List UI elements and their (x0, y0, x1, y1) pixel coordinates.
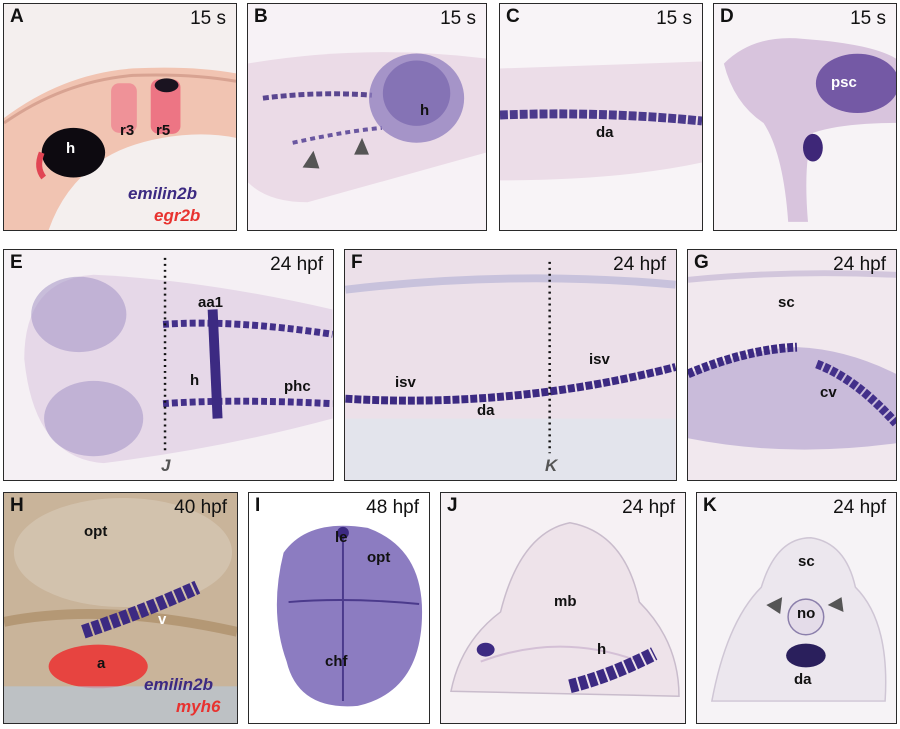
panel-e: E 24 hpf aa1 h phc J (3, 249, 334, 481)
panel-j-stage: 24 hpf (622, 497, 675, 518)
panel-f-label-isv-right: isv (589, 351, 610, 368)
panel-k: K 24 hpf sc no da (696, 492, 897, 724)
panel-h-image (4, 497, 237, 723)
panel-e-stage: 24 hpf (270, 254, 323, 275)
panel-i-letter: I (255, 495, 261, 516)
panel-i-label-le: le (335, 529, 348, 546)
panel-d-image (723, 38, 896, 222)
panel-e-section-marker: J (161, 456, 171, 475)
panel-k-label-da: da (794, 671, 812, 688)
panel-d-letter: D (720, 6, 734, 27)
panel-k-label-no: no (797, 605, 816, 622)
panel-g-image (688, 270, 896, 450)
panel-b-image (248, 52, 486, 203)
panel-c-label-da: da (596, 124, 614, 141)
panel-e-label-aa1: aa1 (198, 294, 224, 311)
panel-h: H 40 hpf opt v a emilin2b myh6 (3, 492, 238, 724)
panel-f: F 24 hpf isv isv da K (344, 249, 677, 481)
panel-d-stage: 15 s (850, 8, 886, 29)
panel-a-letter: A (10, 6, 24, 27)
panel-f-label-da: da (477, 402, 495, 419)
panel-a-label-r5: r5 (156, 122, 171, 139)
panel-c-stage: 15 s (656, 8, 692, 29)
panel-h-stage: 40 hpf (174, 497, 227, 518)
panel-j-label-h: h (597, 641, 607, 658)
panel-f-label-isv-left: isv (395, 374, 416, 391)
panel-h-legend-myh6: myh6 (176, 697, 221, 716)
panel-a-image (4, 67, 236, 230)
panel-g-stage: 24 hpf (833, 254, 886, 275)
panel-b: B 15 s h (247, 3, 487, 231)
panel-j-label-mb: mb (554, 593, 577, 610)
panel-h-label-opt: opt (84, 523, 108, 540)
panel-j-image (450, 521, 680, 697)
panel-d: D 15 s psc (713, 3, 897, 231)
panel-f-letter: F (351, 252, 363, 273)
panel-i-stage: 48 hpf (366, 497, 419, 518)
panel-a-stage: 15 s (190, 8, 226, 29)
panel-f-stage: 24 hpf (613, 254, 666, 275)
panel-i-image (276, 525, 423, 707)
panel-h-label-a: a (97, 655, 106, 672)
panel-a-legend-emilin2b: emilin2b (128, 184, 197, 203)
panel-i-label-chf: chf (325, 653, 348, 670)
panel-d-label-psc: psc (831, 74, 857, 91)
panel-i-label-opt: opt (367, 549, 391, 566)
panel-f-section-marker: K (545, 456, 558, 475)
panel-c: C 15 s da (499, 3, 703, 231)
panel-e-label-h: h (190, 372, 200, 389)
panel-g: G 24 hpf sc cv (687, 249, 897, 481)
panel-j: J 24 hpf mb h (440, 492, 686, 724)
panel-j-letter: J (447, 495, 458, 516)
panel-f-image (345, 261, 676, 480)
panel-k-stage: 24 hpf (833, 497, 886, 518)
panel-h-letter: H (10, 495, 24, 516)
panel-a: A 15 s h r3 r5 emilin2b egr2b (3, 3, 237, 231)
panel-a-label-r3: r3 (120, 122, 135, 139)
panel-k-label-sc: sc (798, 553, 815, 570)
panel-h-label-v: v (158, 611, 167, 628)
panel-c-image (500, 61, 702, 181)
panel-g-label-sc: sc (778, 294, 795, 311)
panel-c-letter: C (506, 6, 520, 27)
panel-a-legend-egr2b: egr2b (154, 206, 201, 225)
panel-g-letter: G (694, 252, 709, 273)
panel-e-image (24, 257, 333, 464)
panel-h-legend-emilin2b: emilin2b (144, 675, 213, 694)
panel-k-image (710, 536, 887, 702)
panel-b-stage: 15 s (440, 8, 476, 29)
panel-k-letter: K (703, 495, 717, 516)
panel-g-label-cv: cv (820, 384, 837, 401)
panel-i: I 48 hpf le opt chf (248, 492, 430, 724)
panel-b-letter: B (254, 6, 268, 27)
panel-a-label-h: h (66, 140, 76, 157)
panel-b-label-h: h (420, 102, 430, 119)
panel-e-letter: E (10, 252, 23, 273)
panel-e-label-phc: phc (284, 378, 311, 395)
